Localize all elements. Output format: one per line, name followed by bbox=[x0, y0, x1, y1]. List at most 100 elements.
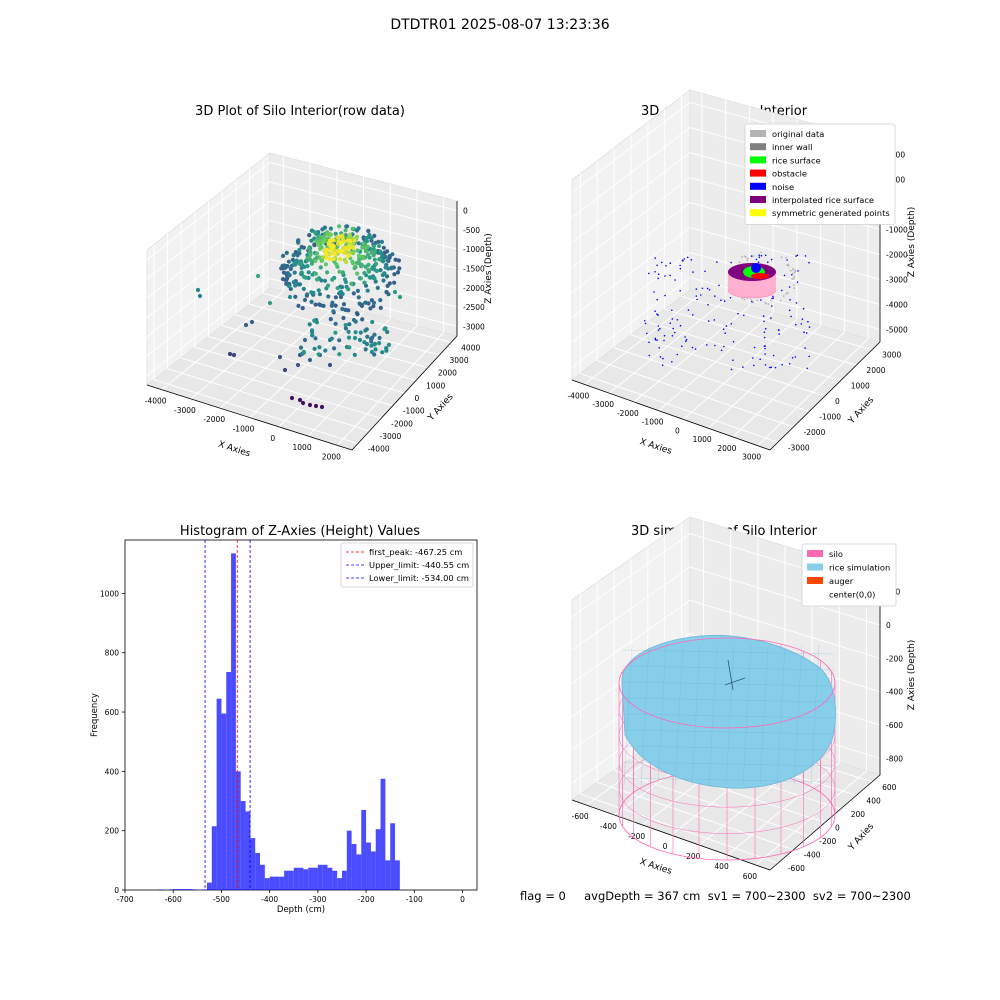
noise-point bbox=[679, 264, 681, 267]
noise-point bbox=[764, 347, 766, 350]
data-point bbox=[392, 280, 397, 285]
silo-top-ring bbox=[618, 637, 836, 729]
p4-y-tick-label: 400 bbox=[866, 796, 881, 805]
histogram-bar bbox=[284, 870, 289, 890]
data-point bbox=[319, 404, 325, 410]
noise-point bbox=[801, 318, 804, 320]
data-point bbox=[350, 226, 355, 231]
noise-point bbox=[759, 358, 761, 361]
original-point bbox=[789, 269, 792, 272]
data-point bbox=[317, 345, 322, 350]
data-point bbox=[357, 337, 363, 343]
noise-point bbox=[695, 288, 698, 290]
original-point bbox=[791, 278, 794, 280]
p2-grid-z bbox=[571, 201, 881, 293]
noise-point bbox=[654, 337, 657, 340]
data-point bbox=[369, 343, 374, 348]
data-point bbox=[377, 341, 382, 346]
data-point bbox=[378, 305, 383, 310]
noise-point bbox=[788, 309, 791, 312]
noise-point bbox=[656, 313, 658, 315]
data-point bbox=[378, 249, 383, 254]
noise-point bbox=[657, 277, 659, 280]
p1-y-tick-label: 4000 bbox=[461, 343, 480, 352]
data-point bbox=[281, 253, 286, 258]
noise-point bbox=[764, 353, 766, 355]
noise-point bbox=[724, 332, 726, 334]
noise-point bbox=[695, 295, 698, 297]
data-point bbox=[385, 283, 390, 288]
original-point bbox=[740, 256, 743, 258]
histogram-bar bbox=[332, 870, 338, 890]
data-point bbox=[373, 240, 378, 245]
noise-point bbox=[778, 333, 780, 335]
noise-point bbox=[654, 257, 656, 259]
noise-point bbox=[659, 356, 662, 358]
data-point bbox=[369, 250, 374, 255]
data-point bbox=[370, 266, 375, 271]
p1-z-tick-label: -2000 bbox=[463, 284, 485, 293]
noise-point bbox=[795, 323, 797, 326]
noise-point bbox=[800, 323, 803, 325]
data-point bbox=[313, 403, 319, 409]
data-point bbox=[299, 261, 304, 266]
data-point bbox=[373, 261, 379, 266]
p4-x-tick-label: 400 bbox=[714, 862, 729, 871]
p2-legend-label: inner wall bbox=[772, 142, 812, 152]
y-tick-label: 200 bbox=[105, 827, 120, 836]
p4-z-axis-label: Z Axies (Depth) bbox=[907, 640, 917, 711]
data-point bbox=[313, 271, 318, 276]
histogram-bar bbox=[192, 889, 198, 890]
data-point bbox=[358, 330, 363, 335]
data-point bbox=[282, 263, 287, 268]
p2-z-tick-label: -2000 bbox=[886, 251, 908, 260]
data-point bbox=[343, 307, 348, 312]
data-point bbox=[309, 290, 314, 295]
noise-point bbox=[742, 366, 744, 368]
rice-mesh-line bbox=[621, 761, 835, 767]
original-point bbox=[793, 275, 796, 278]
noise-point bbox=[648, 341, 650, 344]
noise-point bbox=[802, 307, 805, 310]
noise-point bbox=[669, 274, 671, 277]
data-point bbox=[335, 286, 340, 291]
p1-grid-z bbox=[146, 162, 458, 260]
data-point bbox=[316, 352, 321, 357]
p2-legend-swatch bbox=[750, 196, 766, 203]
p1-grid-y bbox=[235, 314, 428, 369]
noise-point bbox=[758, 256, 761, 259]
p2-y-tick-label: 3000 bbox=[882, 351, 901, 360]
noise-point bbox=[781, 289, 783, 292]
p2-x-axis-line bbox=[571, 379, 771, 451]
data-point bbox=[317, 292, 322, 297]
original-point bbox=[785, 256, 788, 259]
noise-point bbox=[771, 297, 773, 300]
x-tick-label: -300 bbox=[309, 895, 326, 904]
noise-point bbox=[663, 339, 665, 342]
original-point bbox=[782, 295, 785, 297]
data-point bbox=[291, 280, 296, 285]
hist-legend-box bbox=[340, 542, 474, 588]
p4-y-tick-label: -200 bbox=[819, 837, 836, 846]
data-point bbox=[195, 287, 201, 293]
p2-y-tick-label: 2000 bbox=[866, 366, 885, 375]
data-point bbox=[287, 294, 293, 300]
data-point bbox=[284, 250, 289, 255]
y-tick-label: 0 bbox=[114, 886, 119, 895]
y-tick-label: 800 bbox=[105, 649, 120, 658]
histogram-bar bbox=[361, 809, 367, 890]
data-point bbox=[395, 270, 401, 275]
noise-point bbox=[808, 261, 810, 264]
p2-legend-swatch bbox=[750, 209, 766, 217]
original-point bbox=[787, 265, 790, 267]
noise-point bbox=[774, 366, 777, 369]
noise-point bbox=[648, 272, 650, 275]
data-point bbox=[333, 231, 338, 236]
noise-point bbox=[704, 270, 706, 273]
noise-point bbox=[664, 294, 666, 297]
p2-x-tick-label: -4000 bbox=[567, 391, 589, 400]
data-point bbox=[320, 227, 325, 232]
status-footer: flag = 0 avgDepth = 367 cm sv1 = 700~230… bbox=[520, 889, 911, 903]
data-point bbox=[338, 257, 343, 262]
